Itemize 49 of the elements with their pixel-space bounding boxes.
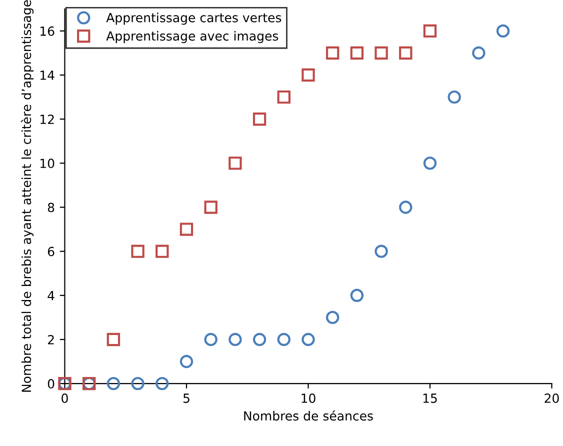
legend-label: Apprentissage cartes vertes	[106, 12, 282, 25]
point	[252, 112, 266, 126]
point	[228, 156, 242, 170]
y-tick-label: 8	[48, 202, 54, 212]
point	[156, 244, 169, 258]
point	[180, 354, 194, 368]
y-tick-label: 16	[40, 26, 54, 36]
point	[399, 200, 412, 214]
point	[350, 46, 364, 60]
point	[423, 156, 437, 170]
legend-label: Apprentissage avec images	[106, 31, 278, 44]
x-tick-label: 0	[62, 394, 68, 403]
point	[131, 244, 144, 258]
point	[204, 200, 218, 214]
point	[180, 222, 194, 236]
y-tick-label: 12	[40, 114, 54, 124]
point	[277, 90, 290, 104]
point	[350, 288, 364, 302]
point	[326, 46, 340, 60]
point	[277, 332, 290, 346]
x-tick-label: 15	[423, 394, 437, 403]
y-tick-label: 6	[48, 246, 54, 256]
y-tick-label: 14	[40, 70, 54, 80]
point	[228, 332, 242, 346]
y-tick-label: 4	[48, 291, 54, 300]
point	[302, 332, 315, 346]
point	[374, 244, 388, 258]
point	[326, 310, 340, 324]
point	[472, 46, 486, 60]
point	[399, 46, 412, 60]
y-tick-label: 0	[48, 379, 54, 388]
point	[156, 376, 169, 390]
y-tick-label: 2	[48, 334, 54, 344]
point	[106, 376, 120, 390]
point	[131, 376, 144, 390]
point	[496, 24, 510, 38]
point	[423, 24, 437, 38]
x-tick-label: 10	[302, 394, 316, 403]
point	[374, 46, 388, 60]
x-axis-title: Nombres de séances	[244, 410, 373, 421]
point	[252, 332, 266, 346]
x-tick-label: 5	[183, 394, 190, 403]
point	[106, 332, 120, 346]
point	[448, 90, 461, 104]
point	[204, 332, 218, 346]
y-tick-label: 10	[40, 158, 54, 168]
x-tick-label: 20	[544, 394, 559, 403]
point	[302, 68, 315, 82]
y-axis-title: Nombre total de brebis ayant atteint le critère d’apprentissage	[20, 0, 34, 392]
